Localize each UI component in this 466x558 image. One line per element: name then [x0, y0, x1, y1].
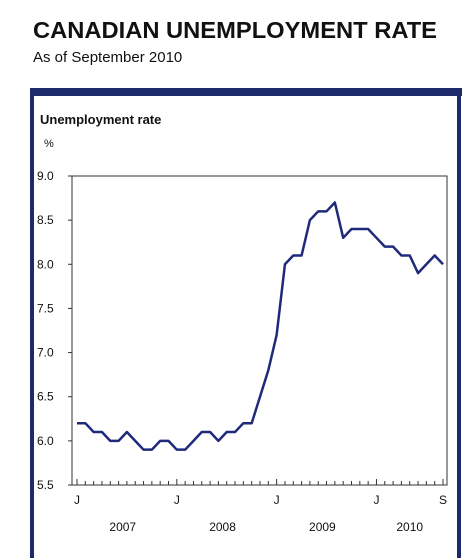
x-tick-label: J	[373, 493, 379, 507]
x-tick-label: J	[74, 493, 80, 507]
title: CANADIAN UNEMPLOYMENT RATE	[33, 17, 437, 43]
y-tick-label: 6.5	[37, 390, 54, 404]
year-label: 2008	[209, 520, 236, 534]
y-axis-label: Unemployment rate	[40, 112, 161, 127]
y-unit: %	[44, 138, 54, 150]
y-tick-label: 8.5	[37, 213, 54, 227]
y-tick-label: 8.0	[37, 257, 54, 271]
year-label: 2010	[396, 520, 423, 534]
x-tick-label: J	[174, 493, 180, 507]
y-tick-label: 7.5	[37, 301, 54, 315]
line-series	[77, 201, 444, 451]
frame-left	[30, 88, 34, 558]
year-label: 2009	[309, 520, 336, 534]
x-tick-label: S	[439, 493, 447, 507]
frame-top	[30, 88, 462, 96]
y-tick-label: 5.5	[37, 478, 54, 492]
year-label: 2007	[109, 520, 136, 534]
y-tick-label: 7.0	[37, 346, 54, 360]
x-tick-label: J	[274, 493, 280, 507]
y-tick-label: 6.0	[37, 434, 54, 448]
subtitle: As of September 2010	[33, 49, 182, 66]
frame-right	[457, 88, 461, 558]
y-tick-label: 9.0	[37, 169, 54, 183]
